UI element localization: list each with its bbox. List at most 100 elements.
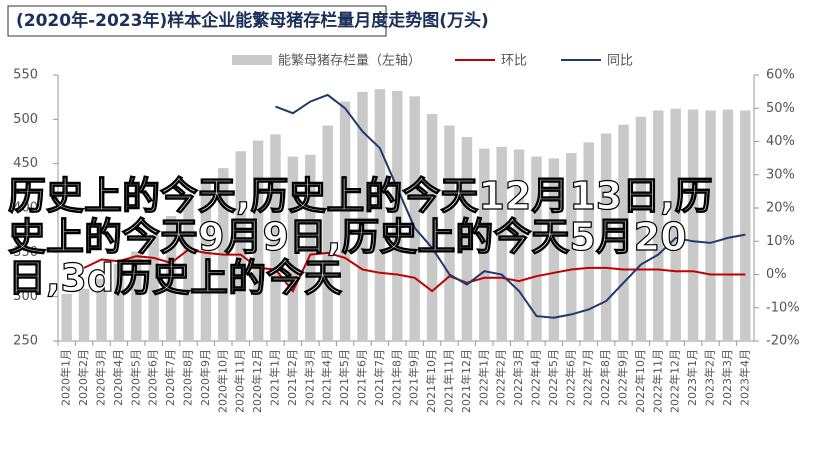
- bar: [444, 125, 455, 341]
- bar: [322, 125, 333, 341]
- y-tick-label: 300: [13, 289, 38, 304]
- x-tick-label: 2020年8月: [181, 349, 195, 406]
- bar: [148, 234, 159, 341]
- x-tick-label: 2021年11月: [442, 349, 456, 413]
- bar: [496, 146, 507, 341]
- bar: [113, 263, 125, 341]
- y-tick-label: 550: [13, 68, 38, 83]
- bar: [461, 137, 473, 341]
- bar: [426, 114, 438, 341]
- bar: [548, 158, 560, 341]
- bar: [618, 124, 629, 341]
- x-tick-label: 2022年1月: [476, 349, 490, 406]
- x-tick-label: 2021年7月: [372, 349, 386, 406]
- x-tick-label: 2020年6月: [146, 349, 160, 406]
- x-tick-label: 2023年2月: [703, 349, 717, 406]
- bar: [165, 215, 177, 341]
- bar: [339, 101, 351, 341]
- bar: [252, 140, 264, 341]
- bar: [740, 110, 751, 341]
- x-tick-label: 2022年12月: [668, 349, 682, 413]
- bar: [305, 154, 316, 341]
- legend-label: 同比: [607, 54, 633, 69]
- bar: [96, 278, 107, 341]
- bar: [200, 183, 212, 341]
- bar: [270, 134, 281, 341]
- x-tick-label: 2021年9月: [407, 349, 421, 406]
- bar: [705, 110, 716, 341]
- x-tick-label: 2021年1月: [268, 349, 282, 406]
- legend-label: 能繁母猪存栏量（左轴）: [278, 53, 421, 69]
- bar: [357, 91, 368, 341]
- x-tick-label: 2020年11月: [233, 349, 247, 413]
- x-tick-label: 2020年12月: [250, 349, 264, 413]
- x-tick-label: 2022年5月: [546, 349, 560, 406]
- bar: [409, 96, 420, 341]
- x-tick-label: 2023年3月: [720, 349, 734, 406]
- bar: [583, 142, 594, 341]
- x-tick-label: 2021年12月: [459, 349, 473, 413]
- bar: [61, 294, 72, 341]
- y2-tick-label: 50%: [766, 101, 795, 116]
- y2-tick-label: 0%: [766, 267, 787, 282]
- y2-tick-label: -20%: [766, 334, 800, 349]
- x-tick-label: 2021年3月: [302, 349, 316, 406]
- bar: [374, 89, 386, 341]
- x-tick-label: 2020年3月: [94, 349, 108, 406]
- bar: [513, 149, 525, 341]
- bar: [392, 90, 403, 342]
- line: [275, 93, 746, 319]
- x-tick-label: 2020年9月: [198, 349, 212, 406]
- x-tick-label: 2022年8月: [598, 349, 612, 406]
- legend-label: 环比: [501, 54, 527, 69]
- x-tick-label: 2020年5月: [128, 349, 142, 406]
- bar: [235, 151, 246, 341]
- x-tick-label: 2020年4月: [111, 349, 125, 406]
- x-tick-label: 2020年7月: [163, 349, 177, 406]
- y-tick-label: 450: [13, 156, 38, 171]
- x-tick-label: 2021年2月: [285, 349, 299, 406]
- x-tick-label: 2021年10月: [424, 349, 438, 413]
- x-tick-label: 2022年9月: [616, 349, 630, 406]
- x-tick-label: 2021年5月: [337, 349, 351, 406]
- bar: [531, 156, 542, 341]
- y2-tick-label: 10%: [766, 234, 795, 249]
- bar: [183, 199, 194, 341]
- legend-swatch: [232, 55, 272, 65]
- chart-title: (2020年-2023年)样本企业能繁母猪存栏量月度走势图(万头): [16, 10, 489, 31]
- bar: [566, 153, 577, 341]
- y-tick-label: 350: [13, 245, 38, 260]
- x-tick-label: 2022年10月: [633, 349, 647, 413]
- x-tick-label: 2021年8月: [389, 349, 403, 406]
- x-tick-label: 2020年10月: [215, 349, 229, 413]
- bar: [131, 251, 142, 341]
- x-tick-label: 2022年4月: [529, 349, 543, 406]
- bar: [600, 133, 612, 341]
- y-tick-label: 400: [13, 201, 38, 216]
- x-tick-label: 2023年1月: [685, 349, 699, 406]
- bar: [635, 116, 647, 341]
- bar: [653, 110, 664, 341]
- y-tick-label: 250: [13, 334, 38, 349]
- y-tick-label: 500: [13, 112, 38, 127]
- y2-tick-label: 60%: [766, 68, 795, 83]
- y2-tick-label: -10%: [766, 300, 800, 315]
- x-tick-label: 2022年6月: [563, 349, 577, 406]
- y2-tick-label: 40%: [766, 134, 795, 149]
- x-tick-label: 2022年11月: [650, 349, 664, 413]
- x-tick-label: 2021年6月: [355, 349, 369, 406]
- y2-tick-label: 20%: [766, 201, 795, 216]
- bar: [687, 109, 699, 341]
- x-tick-label: 2020年1月: [59, 349, 73, 406]
- bar: [78, 288, 90, 341]
- bar: [722, 109, 734, 341]
- y2-tick-label: 30%: [766, 167, 795, 182]
- x-tick-label: 2022年3月: [511, 349, 525, 406]
- title-box: [7, 5, 387, 37]
- bar: [287, 156, 299, 341]
- x-tick-label: 2022年7月: [581, 349, 595, 406]
- x-tick-label: 2021年4月: [320, 349, 334, 406]
- bar: [670, 108, 681, 342]
